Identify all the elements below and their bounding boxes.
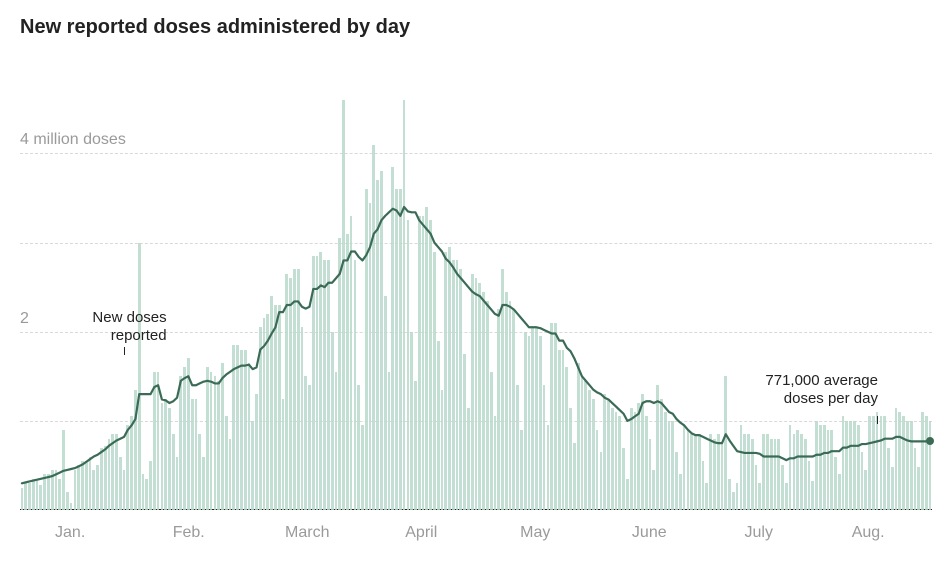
x-axis-label: Feb. [173,510,205,542]
annotation-line: doses per day [758,390,878,408]
annotation-line: 771,000 average [758,372,878,390]
annotation-tick [124,347,125,355]
plot-area: 4 million doses2Jan.Feb.MarchAprilMayJun… [20,100,932,510]
x-axis-label: Jan. [55,510,85,542]
x-axis-label: March [285,510,329,542]
line-end-dot [926,437,934,445]
new-doses-label: New dosesreported [47,309,167,345]
avg-doses-label: 771,000 averagedoses per day [758,372,878,408]
x-axis-label: April [405,510,437,542]
x-axis-label: Aug. [852,510,885,542]
chart-title: New reported doses administered by day [20,16,410,39]
annotation-line: reported [47,327,167,345]
annotation-line: New doses [47,309,167,327]
annotation-tick [877,416,878,424]
x-axis-label: July [744,510,772,542]
x-axis-label: May [520,510,550,542]
trend-line [20,100,932,510]
chart-container: { "title": "New reported doses administe… [0,0,952,571]
x-axis-label: June [632,510,667,542]
